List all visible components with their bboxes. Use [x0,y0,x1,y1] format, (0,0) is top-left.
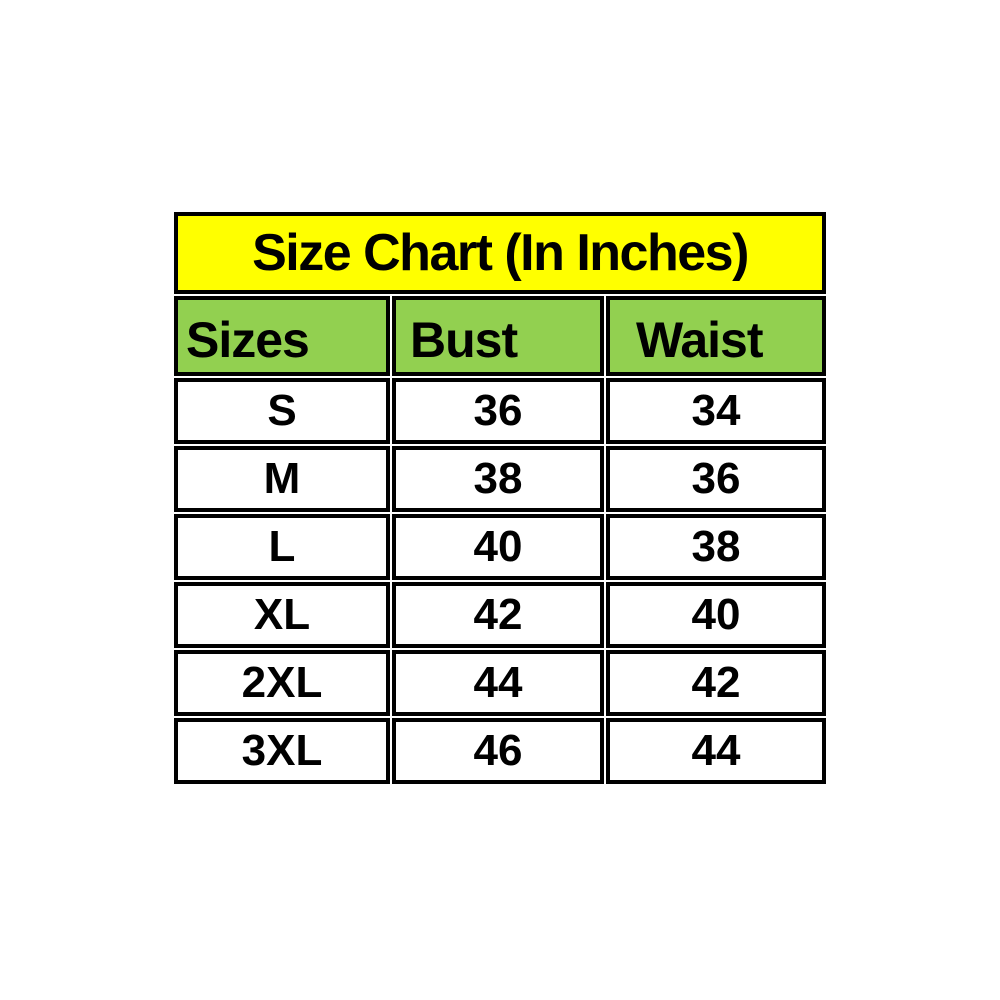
size-chart-table: Size Chart (In Inches) Sizes Bust Waist … [172,210,829,786]
cell-waist: 34 [606,378,827,444]
cell-size: 2XL [174,650,390,716]
size-chart: Size Chart (In Inches) Sizes Bust Waist … [172,210,829,786]
header-row: Sizes Bust Waist [174,296,827,376]
cell-size: XL [174,582,390,648]
table-title: Size Chart (In Inches) [174,212,827,294]
table-row: 2XL 44 42 [174,650,827,716]
cell-waist: 44 [606,718,827,784]
cell-size: S [174,378,390,444]
title-row: Size Chart (In Inches) [174,212,827,294]
cell-bust: 42 [392,582,604,648]
table-row: 3XL 46 44 [174,718,827,784]
cell-size: M [174,446,390,512]
cell-size: 3XL [174,718,390,784]
cell-waist: 42 [606,650,827,716]
cell-waist: 38 [606,514,827,580]
cell-bust: 36 [392,378,604,444]
cell-waist: 36 [606,446,827,512]
table-row: L 40 38 [174,514,827,580]
table-row: S 36 34 [174,378,827,444]
cell-bust: 40 [392,514,604,580]
cell-waist: 40 [606,582,827,648]
cell-size: L [174,514,390,580]
cell-bust: 46 [392,718,604,784]
table-row: XL 42 40 [174,582,827,648]
cell-bust: 38 [392,446,604,512]
table-row: M 38 36 [174,446,827,512]
column-header-waist: Waist [606,296,827,376]
column-header-sizes: Sizes [174,296,390,376]
cell-bust: 44 [392,650,604,716]
column-header-bust: Bust [392,296,604,376]
